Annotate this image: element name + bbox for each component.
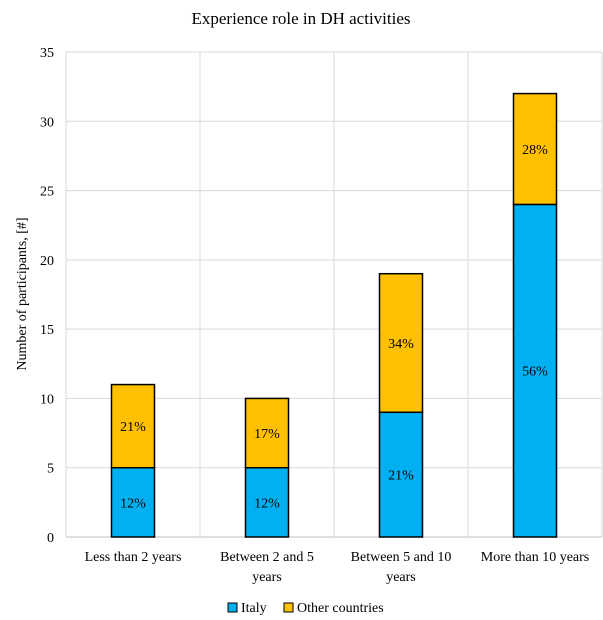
grid [65, 51, 603, 538]
chart-title: Experience role in DH activities [191, 9, 410, 28]
x-tick-label: More than 10 years [481, 550, 589, 565]
data-label: 12% [120, 496, 146, 511]
bar-segment [110, 383, 156, 469]
bar-segment [110, 466, 156, 538]
y-tick-label: 35 [40, 46, 54, 61]
legend: Italy Other countries [227, 601, 384, 616]
y-tick-label: 10 [40, 392, 54, 407]
y-tick-label: 5 [47, 462, 54, 477]
data-label: 21% [388, 469, 414, 484]
legend-label: Italy [241, 601, 267, 616]
data-label: 12% [254, 496, 280, 511]
legend-swatch [283, 602, 294, 613]
y-tick-label: 20 [40, 254, 54, 269]
x-tick-label: years [252, 570, 282, 585]
data-label: 34% [388, 337, 414, 352]
x-tick-label: Between 2 and 5 [220, 550, 314, 565]
bars: 12% 21% 12% 17% 21% 34% 56% 28% [110, 92, 558, 538]
y-tick-label: 30 [40, 115, 54, 130]
data-label: 17% [254, 427, 280, 442]
legend-label: Other countries [297, 601, 384, 616]
x-tick-label: years [386, 570, 416, 585]
bar-segment [244, 397, 290, 469]
y-tick-label: 25 [40, 185, 54, 200]
bar-segment [512, 203, 558, 538]
x-tick-label: Less than 2 years [85, 550, 182, 565]
data-label: 21% [120, 420, 146, 435]
data-label: 28% [522, 143, 548, 158]
bar-segment [378, 272, 424, 414]
bar-segment [512, 92, 558, 206]
y-tick-label: 15 [40, 323, 54, 338]
legend-swatch [227, 602, 238, 613]
y-tick-label: 0 [47, 531, 54, 546]
y-axis-label: Number of participants, [#] [15, 217, 30, 370]
x-tick-label: Between 5 and 10 [351, 550, 452, 565]
data-label: 56% [522, 365, 548, 380]
axis-ticks: 0 5 10 15 20 25 30 35 Less than 2 years Between 2… [40, 46, 589, 585]
